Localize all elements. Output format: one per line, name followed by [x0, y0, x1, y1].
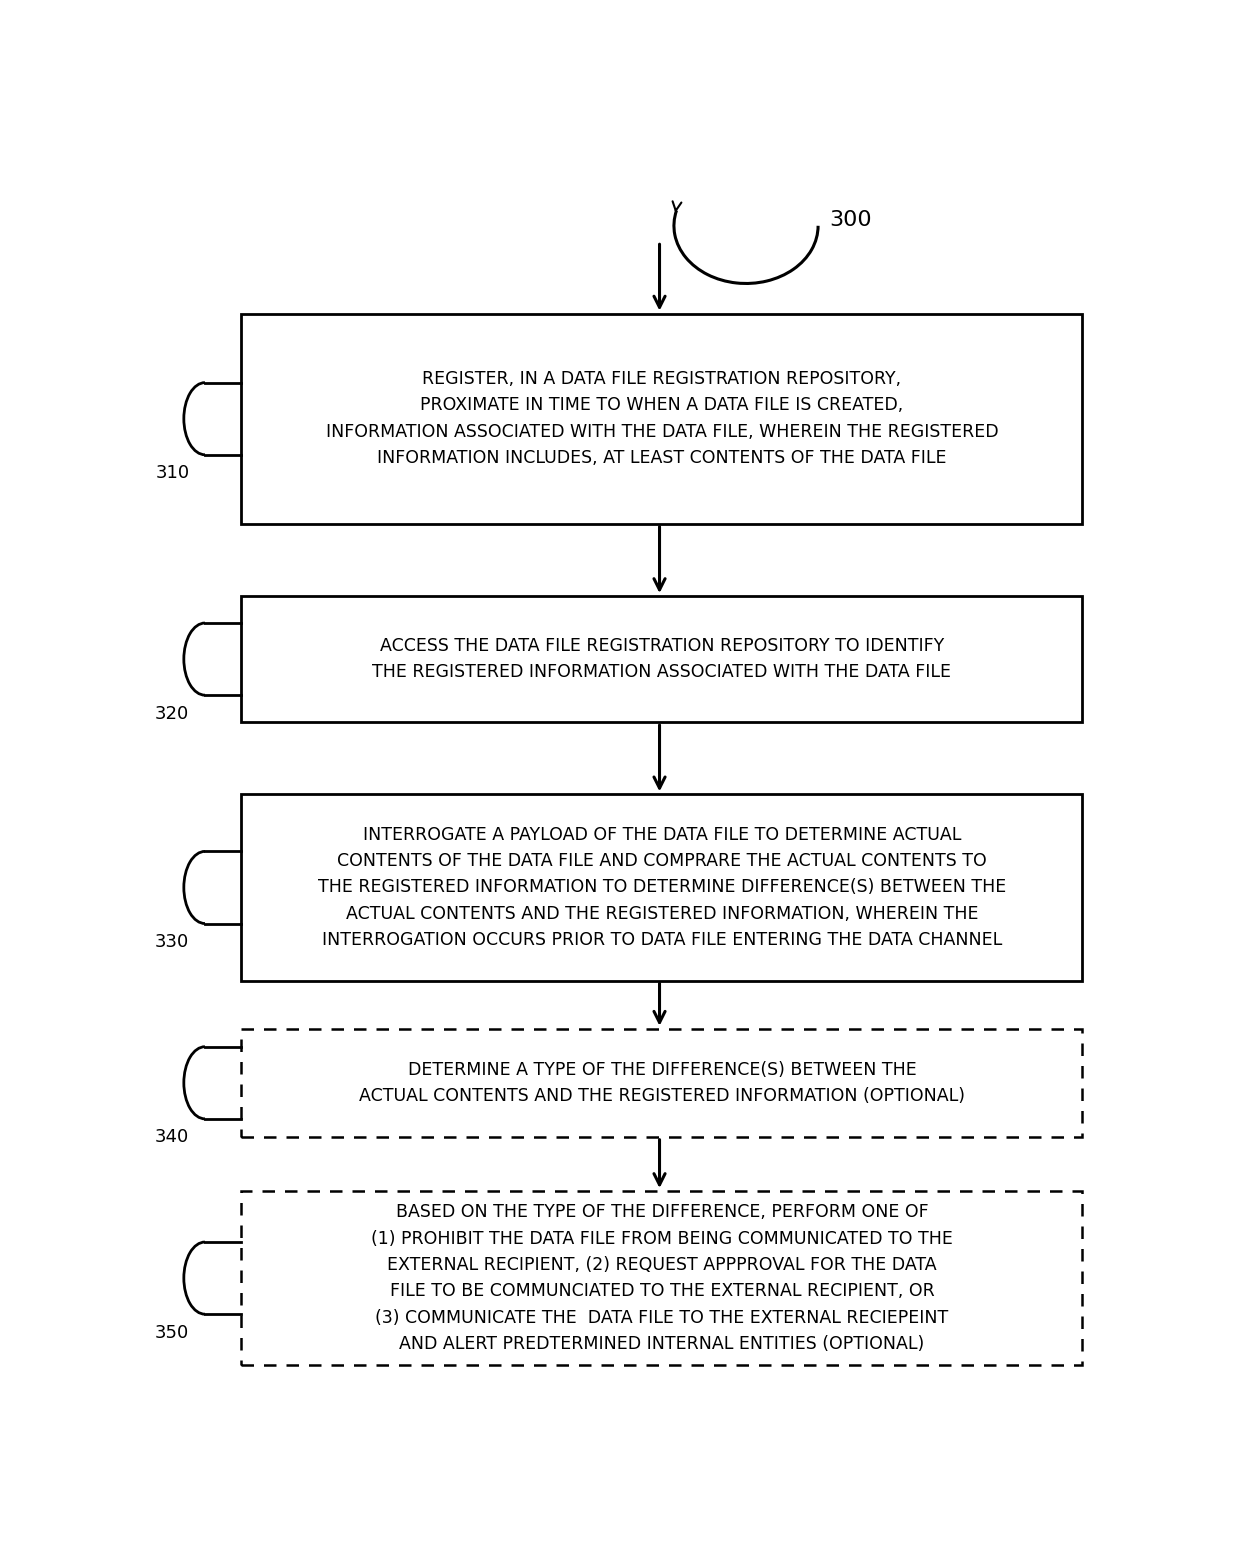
FancyBboxPatch shape: [242, 1191, 1083, 1366]
FancyBboxPatch shape: [242, 1029, 1083, 1136]
Text: 350: 350: [155, 1324, 190, 1342]
FancyBboxPatch shape: [242, 795, 1083, 980]
Text: 310: 310: [155, 464, 190, 482]
Text: 330: 330: [155, 933, 190, 951]
FancyBboxPatch shape: [242, 596, 1083, 723]
Text: DETERMINE A TYPE OF THE DIFFERENCE(S) BETWEEN THE
ACTUAL CONTENTS AND THE REGIST: DETERMINE A TYPE OF THE DIFFERENCE(S) BE…: [358, 1060, 965, 1105]
Text: 300: 300: [830, 209, 872, 229]
Text: INTERROGATE A PAYLOAD OF THE DATA FILE TO DETERMINE ACTUAL
CONTENTS OF THE DATA : INTERROGATE A PAYLOAD OF THE DATA FILE T…: [317, 826, 1006, 949]
Text: BASED ON THE TYPE OF THE DIFFERENCE, PERFORM ONE OF
(1) PROHIBIT THE DATA FILE F: BASED ON THE TYPE OF THE DIFFERENCE, PER…: [371, 1204, 952, 1353]
Text: ACCESS THE DATA FILE REGISTRATION REPOSITORY TO IDENTIFY
THE REGISTERED INFORMAT: ACCESS THE DATA FILE REGISTRATION REPOSI…: [372, 637, 951, 681]
Text: 320: 320: [155, 704, 190, 723]
Text: 340: 340: [155, 1129, 190, 1146]
Text: REGISTER, IN A DATA FILE REGISTRATION REPOSITORY,
PROXIMATE IN TIME TO WHEN A DA: REGISTER, IN A DATA FILE REGISTRATION RE…: [326, 370, 998, 467]
FancyBboxPatch shape: [242, 314, 1083, 524]
